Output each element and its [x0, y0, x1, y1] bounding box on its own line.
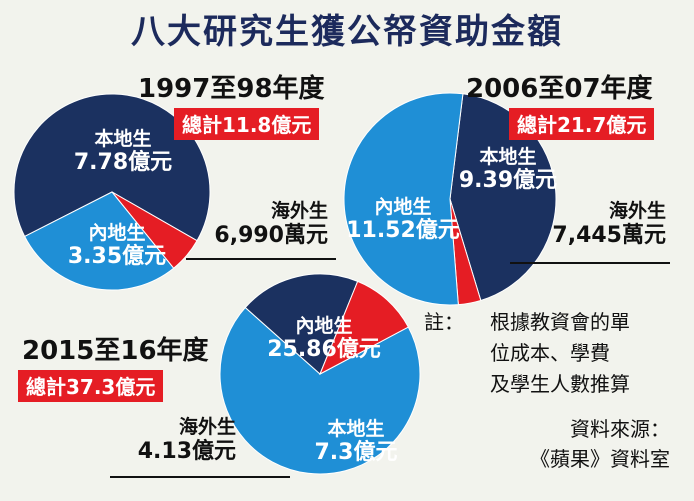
leader-line — [510, 262, 670, 264]
slice-name: 內地生 — [254, 315, 394, 337]
slice-label-mainland-1997: 內地生 3.35億元 — [52, 222, 182, 270]
period-2015-16: 2015至16年度 — [22, 330, 209, 367]
leader-line — [110, 476, 290, 478]
period-1997-98: 1997至98年度 — [138, 68, 325, 105]
slice-name: 內地生 — [338, 196, 468, 218]
slice-label-local-2015: 本地生 7.3億元 — [300, 418, 412, 466]
slice-value: 7.78億元 — [48, 150, 198, 176]
page-title: 八大研究生獲公帑資助金額 — [0, 4, 694, 53]
source-name: 《蘋果》資料室 — [480, 444, 670, 474]
footnote-line: 及學生人數推算 — [490, 369, 630, 400]
slice-value: 25.86億元 — [254, 337, 394, 363]
slice-label-local-1997: 本地生 7.78億元 — [48, 128, 198, 176]
slice-value: 4.13億元 — [110, 439, 236, 465]
source-credit: 資料來源： 《蘋果》資料室 — [480, 414, 670, 474]
footnote-line: 位成本、學費 — [490, 338, 630, 369]
slice-label-overseas-2015: 海外生 4.13億元 — [110, 416, 236, 465]
source-label: 資料來源： — [480, 414, 670, 444]
slice-label-local-2006: 本地生 9.39億元 — [438, 146, 578, 194]
slice-value: 7.3億元 — [300, 440, 412, 466]
slice-name: 本地生 — [48, 128, 198, 150]
leader-line — [186, 258, 336, 260]
slice-name: 本地生 — [438, 146, 578, 168]
slice-name: 海外生 — [110, 416, 236, 439]
slice-label-mainland-2015: 內地生 25.86億元 — [254, 315, 394, 363]
slice-name: 本地生 — [300, 418, 412, 440]
slice-name: 海外生 — [528, 200, 666, 223]
slice-label-mainland-2006: 內地生 11.52億元 — [338, 196, 468, 244]
slice-label-overseas-1997: 海外生 6,990萬元 — [190, 200, 328, 249]
slice-value: 6,990萬元 — [190, 223, 328, 249]
footnote-line: 根據教資會的單 — [490, 307, 630, 338]
slice-value: 11.52億元 — [338, 218, 468, 244]
footnote-prefix: 註： — [424, 310, 464, 334]
slice-value: 9.39億元 — [438, 168, 578, 194]
total-2015-16: 總計37.3億元 — [18, 370, 163, 402]
total-2006-07: 總計21.7億元 — [509, 108, 654, 140]
period-2006-07: 2006至07年度 — [466, 68, 653, 105]
slice-value: 7,445萬元 — [528, 223, 666, 249]
footnote-text: 根據教資會的單 位成本、學費 及學生人數推算 — [490, 307, 630, 400]
slice-name: 海外生 — [190, 200, 328, 223]
slice-name: 內地生 — [52, 222, 182, 244]
footnote: 註： — [424, 307, 464, 338]
slice-label-overseas-2006: 海外生 7,445萬元 — [528, 200, 666, 249]
slice-value: 3.35億元 — [52, 244, 182, 270]
